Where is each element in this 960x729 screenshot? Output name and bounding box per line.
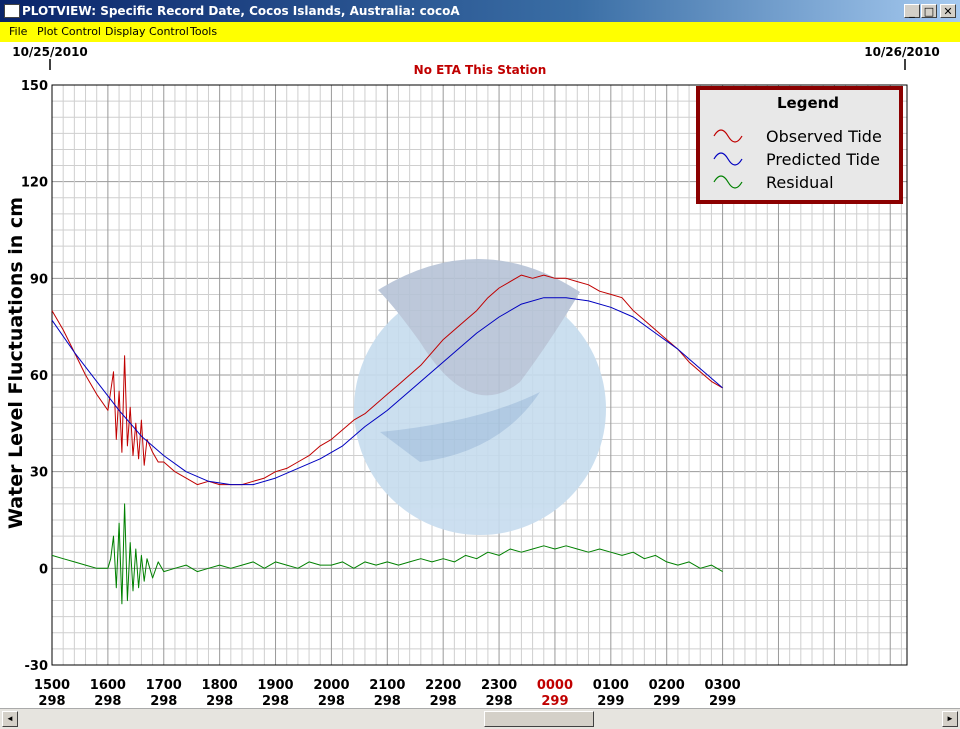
x-axis-ticks: 1500298160029817002981800298190029820002…: [34, 678, 741, 709]
x-tick-day-label: 299: [709, 694, 736, 708]
x-tick-day-label: 299: [597, 694, 624, 708]
x-tick-time-label: 1700: [146, 678, 182, 693]
y-tick-label: -30: [25, 659, 49, 674]
watermark-wave: [380, 392, 540, 462]
y-tick-label: 60: [30, 369, 48, 384]
eta-notice: No ETA This Station: [414, 63, 547, 77]
x-tick-time-label: 1500: [34, 678, 70, 693]
x-tick-time-label: 0200: [649, 678, 685, 693]
y-tick-label: 150: [21, 79, 48, 94]
station-watermark: [354, 258, 606, 535]
x-tick-day-label: 298: [374, 694, 401, 708]
x-tick-time-label: 0300: [704, 678, 740, 693]
legend-swatch-residual: [713, 175, 743, 189]
plot-frame: [51, 84, 908, 666]
x-tick-day-label: 299: [541, 694, 568, 708]
close-button[interactable]: ✕: [940, 4, 956, 18]
date-right-label: 10/26/2010: [864, 45, 940, 59]
menu-bar: File Plot Control Display Control Tools: [0, 22, 960, 42]
window-title: PLOTVIEW: Specific Record Date, Cocos Is…: [22, 4, 460, 18]
y-tick-label: 0: [39, 562, 48, 577]
chart-legend: Legend Observed Tide Predicted Tide Resi…: [696, 86, 903, 204]
x-tick-time-label: 1800: [202, 678, 238, 693]
x-tick-time-label: 2000: [313, 678, 349, 693]
series-lines: [51, 274, 723, 605]
app-window-icon: [4, 4, 20, 18]
menu-display-control[interactable]: Display Control: [105, 25, 189, 38]
scroll-right-arrow[interactable]: ►: [942, 711, 958, 727]
x-tick-day-label: 298: [150, 694, 177, 708]
menu-file[interactable]: File: [9, 25, 28, 38]
scroll-thumb[interactable]: [484, 711, 594, 727]
x-tick-time-label: 1600: [90, 678, 126, 693]
chart-area: 150 120 90 60 30 0 -30 1500 298 1600 298 1700 298 18…: [0, 42, 960, 709]
x-tick-time-label: 0100: [593, 678, 629, 693]
y-axis-ticks: 150 120 90 60 30 0 -30: [21, 79, 48, 674]
x-tick-day-label: 298: [38, 694, 65, 708]
legend-box: [696, 86, 903, 204]
date-left-label: 10/25/2010: [12, 45, 88, 59]
x-tick-time-label: 2300: [481, 678, 517, 693]
legend-label-observed: Observed Tide: [766, 127, 882, 146]
x-tick-day-label: 298: [206, 694, 233, 708]
series-line-residual: [51, 503, 723, 605]
horizontal-scrollbar[interactable]: ◄ ►: [0, 708, 960, 729]
x-tick-day-label: 298: [430, 694, 457, 708]
legend-label-predicted: Predicted Tide: [766, 150, 880, 169]
x-tick-day-label: 298: [262, 694, 289, 708]
x-tick-day-label: 298: [94, 694, 121, 708]
legend-swatch-observed: [713, 129, 743, 143]
menu-tools[interactable]: Tools: [190, 25, 218, 38]
series-line-observed-tide: [51, 274, 723, 486]
x-tick-time-label: 2200: [425, 678, 461, 693]
maximize-button[interactable]: □: [921, 4, 937, 18]
y-tick-label: 120: [21, 176, 48, 191]
title-bar: PLOTVIEW: Specific Record Date, Cocos Is…: [0, 0, 960, 22]
y-axis-label: Water Level Fluctuations in cm: [5, 197, 27, 529]
x-tick-day-label: 299: [653, 694, 680, 708]
menu-plot-control[interactable]: Plot Control: [37, 25, 101, 38]
series-line-predicted-tide: [51, 297, 723, 486]
x-tick-day-label: 298: [318, 694, 345, 708]
x-tick-time-label: 2100: [369, 678, 405, 693]
minimize-button[interactable]: _: [904, 4, 920, 18]
watermark-bird: [378, 258, 580, 396]
x-tick-time-label: 1900: [257, 678, 293, 693]
x-tick-time-label: 0000: [537, 678, 573, 693]
legend-label-residual: Residual: [766, 173, 834, 192]
y-tick-label: 90: [30, 272, 48, 287]
y-tick-label: 30: [30, 466, 48, 481]
legend-title: Legend: [777, 94, 839, 112]
legend-swatch-predicted: [713, 152, 743, 166]
x-tick-day-label: 298: [485, 694, 512, 708]
scroll-left-arrow[interactable]: ◄: [2, 711, 18, 727]
